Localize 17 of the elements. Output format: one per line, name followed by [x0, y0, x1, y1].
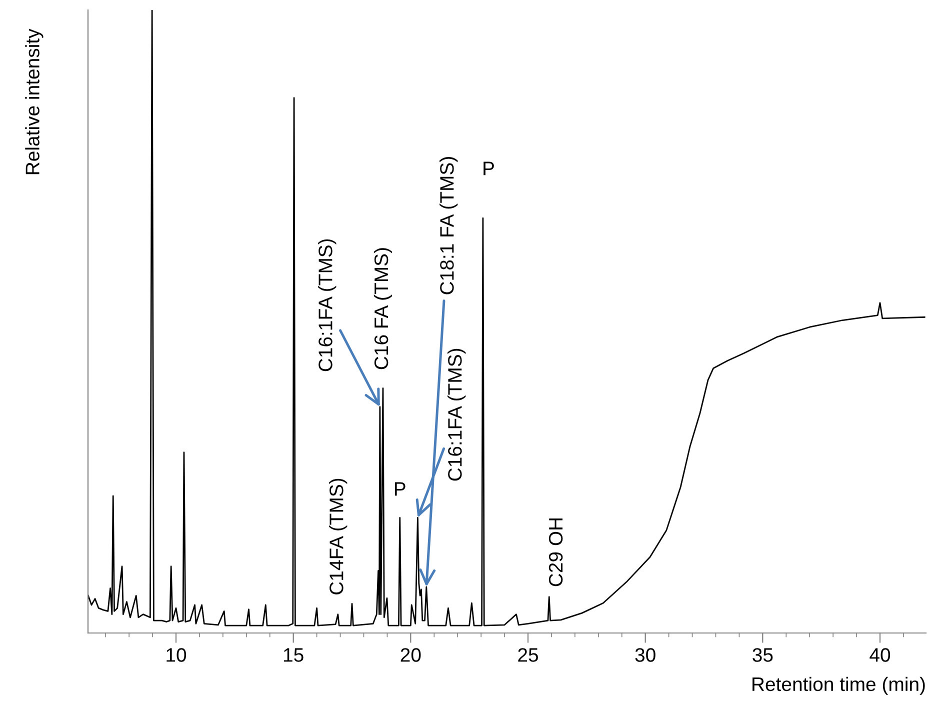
- annotation: P: [394, 482, 406, 496]
- x-tick-label: 30: [635, 648, 656, 662]
- x-tick-label: 15: [284, 648, 304, 662]
- x-tick-label: 20: [400, 648, 421, 662]
- annotation: C29 OH: [548, 518, 563, 586]
- x-tick-label: 25: [518, 648, 538, 662]
- x-axis-title: Retention time (min): [752, 676, 925, 695]
- annotation: P: [484, 162, 494, 176]
- y-axis-title: Relative intensity: [25, 28, 44, 174]
- x-tick-label: 40: [870, 648, 890, 662]
- x-tick-label: 35: [752, 648, 773, 662]
- annotation: C16 FA (TMS): [374, 248, 392, 370]
- x-tick-label: 10: [166, 648, 186, 662]
- annotation: C18:1 FA (TMS): [440, 157, 458, 294]
- annotation: C16:1FA (TMS): [318, 239, 336, 372]
- annotation: C14FA (TMS): [329, 478, 348, 594]
- annotation: C16:1FA (TMS): [448, 348, 466, 481]
